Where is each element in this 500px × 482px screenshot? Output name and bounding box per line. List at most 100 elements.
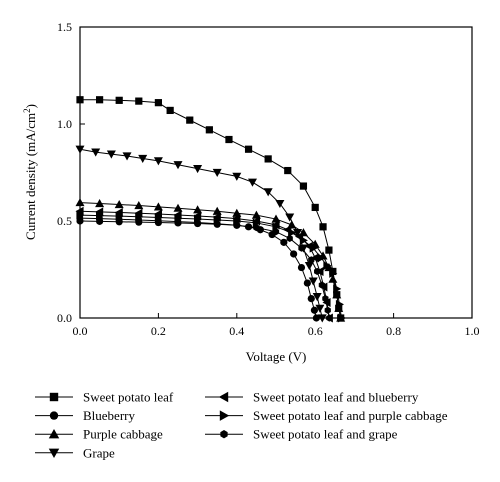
data-point [337, 313, 346, 323]
data-point [106, 150, 116, 159]
data-point [285, 213, 295, 222]
data-point [297, 263, 306, 272]
legend-label: Sweet potato leaf and blueberry [253, 390, 419, 405]
data-point [263, 188, 273, 197]
data-point [76, 96, 84, 104]
data-point [303, 279, 311, 287]
data-point [312, 293, 322, 302]
data-point [271, 214, 281, 223]
series-1 [76, 96, 345, 322]
legend-label: Sweet potato leaf and grape [253, 427, 398, 442]
legend-item: Purple cabbage [35, 427, 163, 442]
data-point [324, 306, 331, 314]
data-point [173, 161, 183, 170]
data-point [272, 228, 280, 236]
data-point [311, 203, 319, 212]
y-axis-title-sup: 2 [22, 108, 32, 113]
data-point [116, 215, 123, 223]
x-tick-label: 0.2 [151, 324, 166, 338]
data-point [225, 135, 233, 144]
x-tick-label: 0.8 [386, 324, 401, 338]
legend-marker [48, 428, 60, 439]
data-point [193, 165, 203, 174]
data-point [193, 205, 203, 214]
data-point [323, 261, 332, 271]
data-point [114, 200, 124, 209]
data-point [325, 246, 333, 254]
legend-item: Sweet potato leaf and purple cabbage [205, 408, 448, 423]
data-point [153, 202, 163, 211]
data-point [212, 206, 222, 215]
x-axis-ticks: 0.0 0.2 0.4 0.6 0.8 1.0 [73, 313, 480, 338]
data-point [135, 216, 142, 224]
series-6 [76, 210, 346, 323]
x-tick-label: 0.4 [229, 324, 244, 338]
y-axis-ticks: 0.0 0.5 1.0 1.5 [57, 20, 85, 325]
legend-label: Purple cabbage [83, 427, 163, 442]
data-point [290, 250, 298, 258]
x-tick-label: 0.6 [308, 324, 323, 338]
data-point [312, 314, 320, 322]
data-point [280, 238, 288, 246]
data-point [115, 96, 123, 104]
data-point [332, 290, 342, 299]
legend-item: Blueberry [35, 408, 135, 423]
data-point [286, 234, 293, 243]
data-point [214, 220, 221, 228]
data-point [304, 262, 314, 271]
legend-marker [48, 448, 60, 459]
data-point [253, 224, 260, 232]
data-point [309, 243, 318, 253]
data-point [76, 214, 84, 222]
data-point [166, 106, 174, 115]
data-point [284, 166, 292, 175]
data-point [318, 281, 325, 289]
plot-area [79, 26, 473, 319]
data-point [310, 253, 319, 263]
data-point [244, 145, 253, 153]
data-point [95, 199, 105, 208]
legend-marker [49, 411, 59, 420]
data-point [155, 217, 162, 225]
legend-marker [218, 391, 229, 403]
data-point [154, 99, 162, 107]
data-point [288, 228, 297, 238]
data-point [194, 218, 201, 227]
legend-item: Sweet potato leaf and blueberry [205, 390, 419, 405]
data-point [307, 295, 315, 303]
x-tick-label: 1.0 [465, 324, 480, 338]
data-point [233, 221, 240, 229]
data-point [138, 154, 148, 164]
data-point [334, 303, 344, 312]
data-point [91, 148, 101, 157]
series-4 [75, 145, 327, 323]
data-point [96, 215, 103, 223]
legend-label: Blueberry [83, 408, 135, 423]
data-point [317, 314, 327, 323]
data-point [122, 152, 132, 161]
data-point [310, 306, 319, 314]
y-axis-title: Current density (mA/cm2) [22, 104, 38, 240]
data-point [293, 229, 303, 238]
legend-item: Sweet potato leaf and grape [205, 427, 398, 442]
data-point [298, 244, 305, 252]
y-tick-label: 0.0 [57, 311, 72, 325]
data-point [75, 145, 85, 154]
data-point [308, 256, 315, 264]
data-point [326, 314, 333, 322]
data-point [322, 295, 329, 303]
data-point [315, 304, 325, 313]
data-point [335, 299, 344, 309]
data-point [308, 277, 318, 286]
data-point [333, 284, 342, 294]
legend-label: Sweet potato leaf [83, 390, 174, 405]
data-point [232, 172, 242, 181]
data-point [186, 116, 194, 124]
data-point [299, 235, 308, 245]
data-point [135, 97, 143, 105]
x-tick-label: 0.0 [73, 324, 88, 338]
data-point [329, 268, 338, 278]
data-point [212, 168, 222, 177]
data-point [153, 157, 163, 166]
data-point [134, 200, 144, 210]
